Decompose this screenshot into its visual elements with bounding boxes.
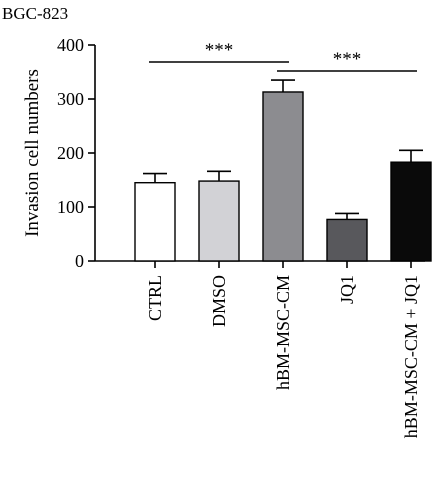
y-tick-label: 0 [75, 251, 84, 271]
y-tick-label: 400 [57, 35, 84, 55]
x-tick-label: JQ1 [337, 275, 357, 304]
significance-label: *** [205, 40, 234, 61]
bar [390, 161, 432, 262]
y-tick-label: 200 [57, 143, 84, 163]
chart-axes: 0 100 200 300 400 CTRL DMSO hBM-MSC-CM JQ1 hBM-MS… [57, 35, 425, 438]
bar [326, 218, 368, 262]
x-tick-label: hBM-MSC-CM [273, 275, 293, 390]
x-tick-label: CTRL [145, 275, 165, 321]
chart-bars [134, 91, 432, 262]
bar [198, 180, 240, 262]
x-tick-label: DMSO [209, 275, 229, 327]
y-axis-label: Invasion cell numbers [22, 69, 43, 237]
y-tick-label: 300 [57, 89, 84, 109]
chart-error-bars [143, 79, 423, 220]
significance-label: *** [333, 49, 362, 70]
bar [262, 91, 304, 262]
significance-annotations: *** *** [149, 40, 417, 72]
chart-title: BGC-823 [2, 4, 69, 23]
bar [134, 181, 176, 262]
x-tick-label: hBM-MSC-CM + JQ1 [401, 275, 421, 438]
y-tick-label: 100 [57, 197, 84, 217]
